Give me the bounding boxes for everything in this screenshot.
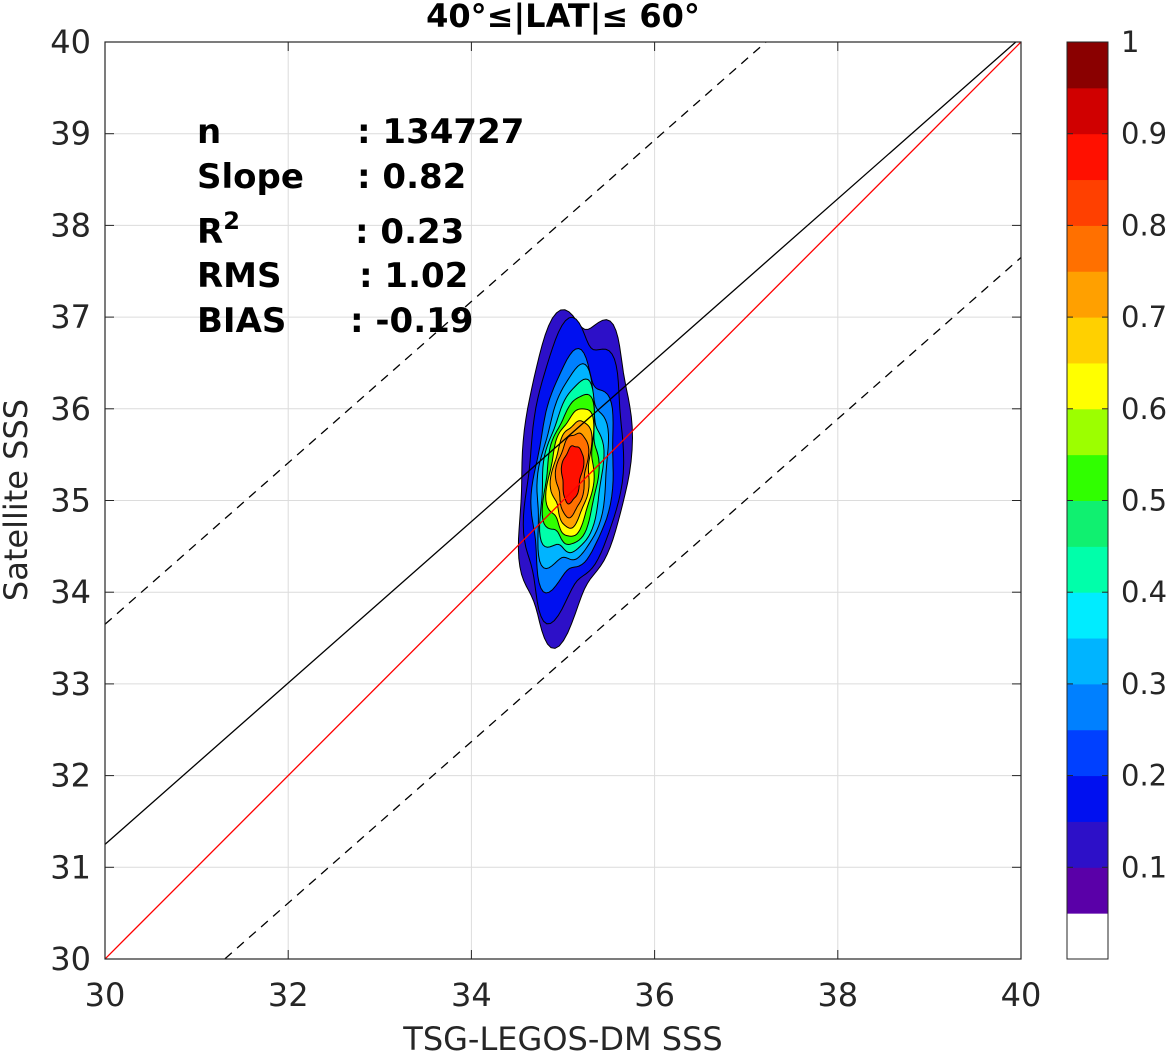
colorbar-tick-label: 0.6	[1121, 392, 1167, 426]
lower-dashed-line	[223, 257, 1021, 959]
colorbar-segment	[1067, 867, 1108, 914]
y-tick-label: 35	[50, 482, 91, 520]
y-tick-label: 33	[50, 665, 91, 703]
stat-bias-value: : -0.19	[350, 301, 473, 341]
x-tick-label: 32	[268, 976, 309, 1014]
x-tick-label: 40	[1001, 976, 1042, 1014]
stat-r2-label: R2	[197, 207, 240, 252]
colorbar-segment	[1067, 729, 1108, 777]
colorbar-tick-label: 0.2	[1121, 759, 1167, 793]
colorbar-segment	[1067, 775, 1108, 822]
y-axis-label: Satellite SSS	[0, 399, 35, 601]
colorbar-segment	[1067, 87, 1108, 135]
colorbar-segment	[1067, 821, 1108, 868]
colorbar-tick-label: 0.3	[1121, 667, 1167, 701]
colorbar-segment	[1067, 42, 1108, 89]
reference-lines	[105, 42, 1021, 959]
colorbar-tick-label: 0.1	[1121, 850, 1167, 884]
y-tick-label: 31	[50, 848, 91, 886]
colorbar-segment	[1067, 454, 1108, 501]
y-tick-label: 30	[50, 940, 91, 978]
upper-dashed-line	[105, 42, 767, 625]
stat-slope-label: Slope	[197, 157, 304, 197]
axis-ticks	[104, 41, 1022, 960]
colorbar-tick-label: 0.8	[1121, 208, 1167, 242]
stat-rms-value: : 1.02	[359, 256, 468, 296]
colorbar-segment	[1067, 683, 1108, 731]
colorbar-tick-label: 0.9	[1121, 117, 1167, 151]
y-tick-label: 37	[50, 298, 91, 336]
colorbar-labels: 0.1 0.2 0.3 0.4 0.5 0.6 0.7 0.8 0.9 1	[1121, 25, 1167, 884]
y-tick-label: 39	[50, 115, 91, 153]
colorbar-segment	[1067, 271, 1108, 318]
colorbar-tick-label: 0.4	[1121, 575, 1167, 609]
stat-r2-sup: 2	[223, 207, 240, 235]
x-tick-label: 34	[451, 976, 492, 1014]
colorbar-segment	[1067, 408, 1108, 456]
y-tick-label: 36	[50, 390, 91, 428]
x-tick-label: 36	[634, 976, 675, 1014]
stat-r2-value: : 0.23	[355, 212, 464, 252]
colorbar	[1066, 41, 1109, 960]
colorbar-segment	[1067, 592, 1108, 639]
colorbar-segment	[1067, 500, 1108, 547]
stat-rms-label: RMS	[197, 256, 282, 296]
colorbar-segment	[1067, 317, 1108, 364]
y-tick-labels: 30 31 32 33 34 35 36 37 38 39 40	[50, 23, 91, 978]
y-tick-label: 38	[50, 206, 91, 244]
colorbar-tick-label: 0.7	[1121, 300, 1167, 334]
colorbar-segment	[1067, 225, 1108, 272]
x-tick-label: 30	[85, 976, 126, 1014]
colorbar-segment	[1067, 546, 1108, 593]
y-tick-label: 32	[50, 757, 91, 795]
colorbar-segment	[1067, 913, 1108, 960]
x-tick-label: 38	[817, 976, 858, 1014]
x-tick-labels: 30 32 34 36 38 40	[85, 976, 1042, 1014]
x-axis-label: TSG-LEGOS-DM SSS	[402, 1020, 722, 1055]
density-contours	[517, 309, 634, 649]
stat-bias-label: BIAS	[197, 301, 286, 341]
colorbar-tick-label: 1	[1121, 25, 1139, 59]
stat-r2-base: R	[197, 212, 223, 252]
y-tick-label: 34	[50, 573, 91, 611]
colorbar-segment	[1067, 133, 1108, 181]
colorbar-segment	[1067, 179, 1108, 226]
colorbar-segment	[1067, 362, 1108, 410]
y-tick-label: 40	[50, 23, 91, 61]
chart-title: 40°≤|LAT|≤ 60°	[426, 0, 700, 36]
colorbar-segment	[1067, 638, 1108, 685]
stat-slope-value: : 0.82	[357, 157, 466, 197]
stat-n-label: n	[197, 112, 221, 152]
stat-n-value: : 134727	[357, 112, 524, 152]
statistics-box: n : 134727 Slope : 0.82 R2 : 0.23 RMS : …	[197, 112, 524, 341]
colorbar-tick-label: 0.5	[1121, 484, 1167, 518]
regression-line	[105, 42, 1017, 845]
contour-level-0.9	[560, 445, 585, 505]
one-to-one-line	[105, 42, 1021, 959]
